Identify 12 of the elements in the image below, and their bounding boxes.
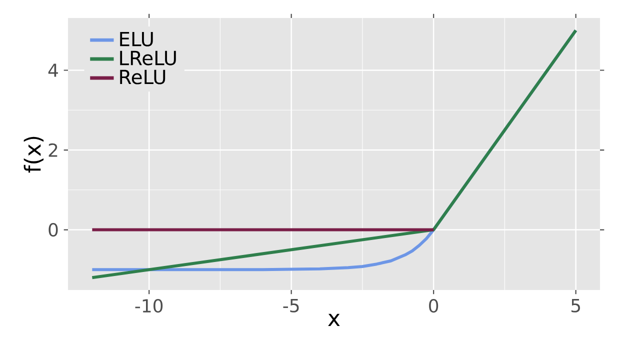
x-tick-label: -10 xyxy=(135,299,163,313)
x-tick-label: 0 xyxy=(429,299,438,313)
legend-label: LReLU xyxy=(120,50,176,66)
y-tick-label: 0 xyxy=(48,222,58,237)
x-tick-label: 5 xyxy=(571,299,580,312)
legend-label: ReLU xyxy=(120,70,166,84)
y-axis-title: f(x) xyxy=(24,136,44,173)
legend-label: ELU xyxy=(120,32,153,46)
x-axis-title: x xyxy=(328,314,340,326)
y-tick-label: 2 xyxy=(48,143,58,157)
x-tick-label: -5 xyxy=(283,299,299,312)
y-tick-label: 4 xyxy=(48,64,58,77)
